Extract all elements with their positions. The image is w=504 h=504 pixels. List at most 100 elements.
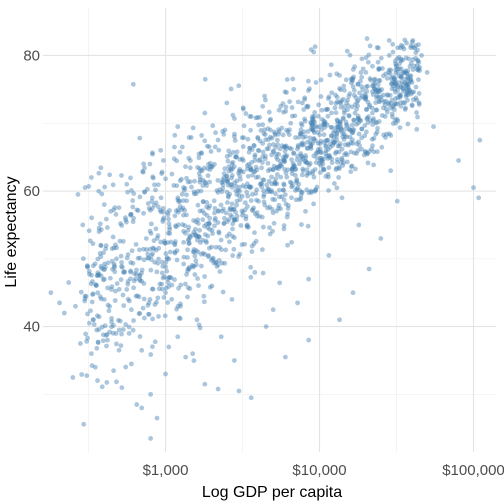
- data-point: [323, 153, 329, 159]
- data-point: [289, 166, 295, 172]
- data-point: [102, 267, 107, 272]
- data-point: [335, 143, 341, 149]
- data-point: [229, 172, 235, 178]
- data-point: [131, 278, 137, 284]
- data-point: [234, 198, 240, 204]
- data-point: [94, 345, 100, 351]
- data-point: [140, 169, 146, 175]
- data-point: [202, 211, 207, 216]
- data-point: [267, 189, 273, 194]
- data-point: [328, 100, 334, 106]
- data-point: [165, 280, 171, 285]
- data-point: [110, 266, 115, 272]
- data-point: [274, 165, 279, 171]
- data-point: [343, 77, 349, 83]
- data-point: [198, 188, 204, 194]
- data-point: [415, 47, 420, 53]
- data-point: [202, 274, 208, 279]
- data-point: [374, 129, 380, 135]
- data-point: [278, 103, 284, 109]
- data-point: [370, 92, 376, 97]
- data-point: [379, 87, 385, 92]
- data-point: [111, 207, 117, 213]
- data-point: [186, 240, 192, 246]
- data-point: [407, 88, 412, 93]
- data-point: [87, 238, 93, 244]
- data-point: [224, 154, 230, 159]
- data-point: [371, 162, 376, 168]
- data-point: [184, 198, 190, 204]
- data-point: [282, 167, 288, 172]
- data-point: [315, 129, 321, 135]
- data-point: [319, 116, 325, 122]
- data-point: [395, 87, 400, 93]
- data-point: [396, 73, 402, 79]
- data-point: [307, 86, 312, 92]
- data-point: [167, 249, 173, 255]
- data-point: [252, 211, 258, 217]
- data-point: [107, 304, 113, 309]
- data-point: [295, 185, 300, 191]
- data-point: [337, 141, 343, 147]
- data-point: [331, 140, 337, 146]
- data-point: [275, 205, 281, 211]
- data-point: [133, 242, 139, 247]
- data-point: [123, 364, 129, 370]
- data-point: [265, 186, 271, 192]
- data-point: [253, 175, 259, 180]
- data-point: [193, 226, 198, 232]
- data-point: [327, 154, 333, 160]
- data-point: [105, 285, 111, 291]
- data-point: [113, 212, 119, 217]
- data-point: [173, 223, 179, 229]
- data-point: [381, 73, 386, 79]
- data-point: [190, 249, 196, 255]
- data-point: [146, 255, 152, 261]
- data-point: [230, 233, 235, 239]
- data-point: [261, 194, 267, 200]
- data-point: [365, 160, 371, 166]
- data-point: [302, 116, 307, 122]
- data-point: [373, 107, 379, 113]
- data-point: [340, 115, 346, 121]
- data-point: [393, 120, 399, 126]
- data-point: [408, 73, 414, 79]
- data-point: [148, 257, 154, 263]
- data-point: [158, 195, 164, 201]
- data-point: [336, 149, 342, 155]
- data-point: [305, 78, 311, 84]
- data-point: [416, 77, 421, 83]
- data-point: [298, 121, 304, 126]
- x-tick-label: $100,000: [442, 462, 504, 479]
- data-point: [362, 91, 368, 97]
- data-point: [86, 228, 92, 234]
- data-point: [220, 289, 226, 295]
- data-point: [345, 141, 351, 147]
- data-point: [189, 184, 194, 190]
- data-point: [260, 103, 266, 109]
- data-point: [73, 303, 78, 309]
- data-point: [393, 61, 398, 67]
- data-point: [392, 96, 398, 102]
- data-point: [402, 80, 408, 85]
- data-point: [232, 217, 237, 222]
- data-point: [217, 269, 223, 274]
- data-point: [350, 76, 356, 81]
- data-point: [95, 313, 100, 319]
- data-point: [323, 148, 329, 154]
- data-point: [148, 221, 154, 227]
- data-point: [94, 273, 100, 279]
- data-point: [333, 150, 338, 156]
- data-point: [92, 364, 98, 370]
- data-point: [260, 270, 266, 276]
- data-point: [410, 44, 416, 50]
- data-point: [344, 159, 350, 165]
- data-point: [195, 220, 201, 226]
- data-point: [99, 265, 104, 271]
- data-point: [394, 56, 400, 62]
- data-point: [364, 116, 370, 122]
- data-point: [181, 185, 186, 190]
- data-point: [101, 202, 107, 207]
